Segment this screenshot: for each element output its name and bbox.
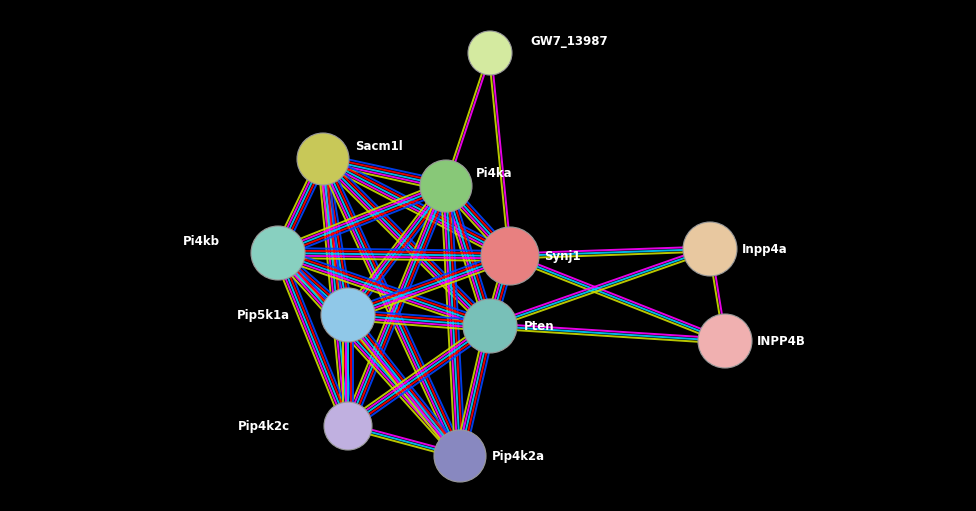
Circle shape [297,133,349,185]
Text: Pip4k2c: Pip4k2c [238,420,290,432]
Circle shape [251,226,305,280]
Circle shape [324,402,372,450]
Text: Pi4ka: Pi4ka [476,167,512,179]
Text: INPP4B: INPP4B [757,335,806,347]
Text: Pip5k1a: Pip5k1a [237,309,290,321]
Text: GW7_13987: GW7_13987 [530,35,608,48]
Text: Sacm1l: Sacm1l [355,140,403,152]
Text: Pip4k2a: Pip4k2a [492,450,546,462]
Circle shape [434,430,486,482]
Text: Pi4kb: Pi4kb [183,235,220,247]
Text: Synj1: Synj1 [544,249,581,263]
Circle shape [420,160,472,212]
Circle shape [468,31,512,75]
Text: Pten: Pten [524,319,554,333]
Circle shape [321,288,375,342]
Circle shape [463,299,517,353]
Circle shape [698,314,752,368]
Text: Inpp4a: Inpp4a [742,243,788,256]
Circle shape [481,227,539,285]
Circle shape [683,222,737,276]
